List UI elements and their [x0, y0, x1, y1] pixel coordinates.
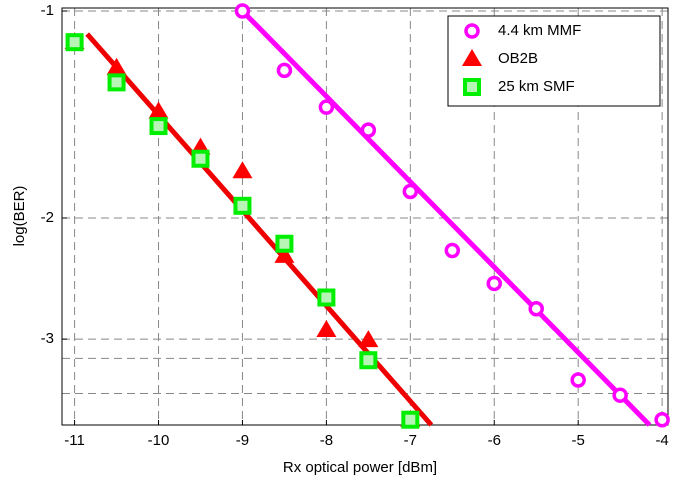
marker [612, 387, 628, 403]
marker [234, 3, 251, 19]
legend-box [447, 15, 661, 107]
x-axis-label: Rx optical power [dBm] [283, 459, 437, 476]
marker [654, 411, 670, 428]
marker [149, 117, 168, 136]
y-tick-label: -2 [41, 209, 54, 226]
marker [570, 372, 586, 388]
fit-line [240, 9, 652, 427]
marker [106, 57, 127, 75]
marker [233, 196, 252, 215]
x-tick-label: -11 [64, 432, 85, 449]
marker [359, 351, 378, 370]
legend-marker [463, 78, 481, 96]
x-tick-label: -9 [236, 432, 249, 449]
y-axis-label: log(BER) [11, 186, 28, 247]
y-tick-label: -1 [41, 2, 54, 19]
legend-marker [464, 23, 480, 39]
x-tick-label: -8 [320, 432, 333, 449]
legend-label: OB2B [498, 50, 538, 67]
marker [401, 410, 420, 429]
plot-frame [61, 7, 669, 426]
x-tick-label: -10 [148, 432, 170, 449]
marker [486, 275, 503, 292]
marker [360, 122, 377, 138]
x-tick-label: -6 [488, 432, 501, 449]
marker [274, 245, 295, 263]
marker [528, 300, 544, 317]
marker [316, 319, 337, 337]
legend-label: 25 km SMF [498, 78, 575, 95]
y-tick-label: -3 [41, 330, 54, 347]
marker [65, 33, 84, 52]
x-tick-label: -5 [572, 432, 585, 449]
marker [107, 73, 126, 92]
x-tick-label: -7 [404, 432, 417, 449]
marker [232, 161, 253, 179]
marker [444, 242, 461, 259]
marker [402, 183, 419, 200]
marker [318, 99, 335, 115]
marker [276, 62, 293, 79]
marker [358, 330, 379, 348]
legend-label: 4.4 km MMF [498, 22, 581, 39]
marker [148, 101, 169, 119]
x-tick-label: -4 [655, 432, 668, 449]
legend-marker [462, 49, 482, 66]
marker [275, 234, 294, 253]
marker [191, 149, 210, 168]
marker [317, 288, 336, 307]
